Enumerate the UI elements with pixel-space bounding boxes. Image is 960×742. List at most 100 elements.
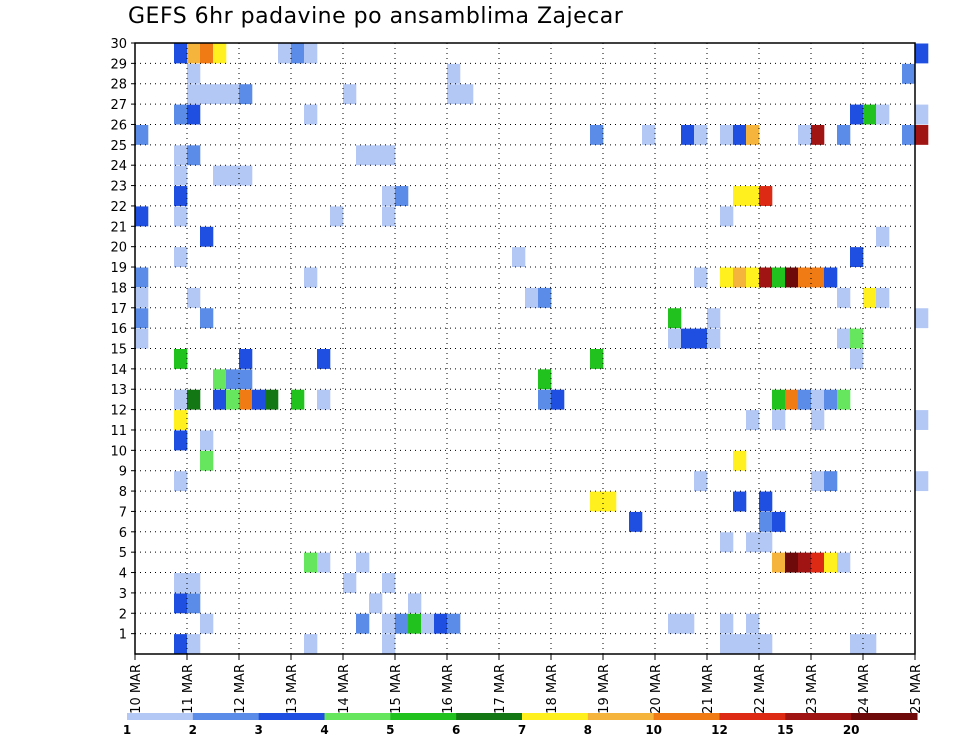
y-tick-label: 28 — [110, 78, 127, 93]
heatmap-cell — [837, 328, 851, 349]
heatmap-cell — [395, 613, 409, 634]
legend-threshold-label: 12 — [711, 723, 728, 737]
legend-threshold-label: 20 — [843, 723, 860, 737]
heatmap-cell — [824, 552, 838, 573]
heatmap-cell — [447, 613, 461, 634]
heatmap-cell — [759, 267, 773, 288]
heatmap-cell — [746, 267, 760, 288]
heatmap-cell — [395, 186, 409, 206]
y-tick-label: 30 — [110, 37, 127, 52]
heatmap-cell — [174, 104, 188, 125]
y-tick-label: 18 — [110, 281, 127, 296]
heatmap-cell — [174, 573, 188, 593]
heatmap-cell — [837, 287, 851, 308]
heatmap-cell — [291, 43, 305, 64]
heatmap-cell — [447, 63, 461, 84]
heatmap-cell — [720, 267, 734, 288]
heatmap-cell — [200, 226, 214, 247]
heatmap-cell — [733, 634, 747, 654]
heatmap-cell — [369, 145, 383, 166]
legend-swatch — [127, 713, 194, 720]
cells-layer — [135, 43, 929, 654]
heatmap-cell — [200, 430, 214, 451]
heatmap-cell — [356, 552, 370, 573]
heatmap-cell — [681, 328, 695, 349]
heatmap-cell — [811, 471, 825, 492]
y-tick-label: 15 — [110, 343, 127, 358]
legend-threshold-label: 5 — [386, 723, 394, 737]
legend-threshold-label: 6 — [452, 723, 460, 737]
y-tick-label: 8 — [119, 485, 127, 500]
heatmap-cell — [135, 308, 149, 329]
y-tick-label: 13 — [110, 383, 127, 398]
legend-threshold-label: 2 — [189, 723, 197, 737]
heatmap-cell — [811, 124, 825, 145]
heatmap-cell — [681, 613, 695, 634]
heatmap-cell — [759, 634, 773, 654]
heatmap-cell — [798, 267, 812, 288]
heatmap-cell — [226, 84, 240, 105]
heatmap-cell — [278, 43, 292, 64]
heatmap-cell — [772, 267, 786, 288]
y-tick-label: 14 — [110, 363, 127, 378]
heatmap-cell — [174, 389, 188, 410]
heatmap-cell — [226, 389, 240, 410]
y-tick-label: 1 — [119, 628, 127, 643]
heatmap-cell — [915, 308, 929, 329]
heatmap-cell — [408, 613, 422, 634]
heatmap-cell — [668, 308, 682, 329]
heatmap-cell — [200, 308, 214, 329]
heatmap-cell — [876, 287, 890, 308]
heatmap-cell — [408, 593, 422, 614]
heatmap-cell — [876, 226, 890, 247]
heatmap-cell — [746, 532, 760, 553]
legend-threshold-label: 1 — [123, 723, 131, 737]
legend-swatch — [851, 713, 918, 720]
heatmap-cell — [824, 389, 838, 410]
heatmap-cell — [187, 634, 201, 654]
y-tick-label: 11 — [110, 424, 127, 439]
heatmap-cell — [382, 186, 396, 206]
y-tick-label: 5 — [119, 546, 127, 561]
heatmap-cell — [226, 165, 240, 186]
heatmap-cell — [720, 532, 734, 553]
y-tick-label: 10 — [110, 444, 127, 459]
heatmap-cell — [239, 369, 253, 390]
x-tick-label: 12 MAR — [233, 664, 248, 714]
heatmap-cell — [590, 349, 604, 369]
heatmap-cell — [863, 104, 877, 125]
heatmap-cell — [382, 573, 396, 593]
legend-swatch — [324, 713, 391, 720]
heatmap-cell — [135, 206, 149, 227]
heatmap-cell — [746, 124, 760, 145]
heatmap-cell — [785, 389, 799, 410]
heatmap-cell — [304, 43, 318, 64]
heatmap-cell — [187, 145, 201, 166]
heatmap-cell — [343, 573, 357, 593]
heatmap-cell — [382, 145, 396, 166]
heatmap-cell — [174, 349, 188, 369]
heatmap-cell — [200, 450, 214, 471]
heatmap-cell — [824, 267, 838, 288]
heatmap-cell — [915, 43, 929, 64]
heatmap-cell — [668, 613, 682, 634]
heatmap-cell — [304, 267, 318, 288]
heatmap-cell — [200, 84, 214, 105]
x-tick-label: 24 MAR — [857, 664, 872, 714]
heatmap-cell — [239, 84, 253, 105]
heatmap-cell — [538, 369, 552, 390]
heatmap-cell — [239, 389, 253, 410]
heatmap-cell — [187, 573, 201, 593]
heatmap-cell — [135, 328, 149, 349]
heatmap-cell — [798, 124, 812, 145]
heatmap-cell — [239, 349, 253, 369]
y-tick-label: 3 — [119, 587, 127, 602]
heatmap-cell — [707, 308, 721, 329]
heatmap-cell — [694, 124, 708, 145]
heatmap-cell — [902, 63, 916, 84]
legend-swatch — [390, 713, 457, 720]
heatmap-cell — [798, 552, 812, 573]
heatmap-cell — [915, 471, 929, 492]
heatmap-cell — [135, 124, 149, 145]
legend-threshold-label: 15 — [777, 723, 794, 737]
